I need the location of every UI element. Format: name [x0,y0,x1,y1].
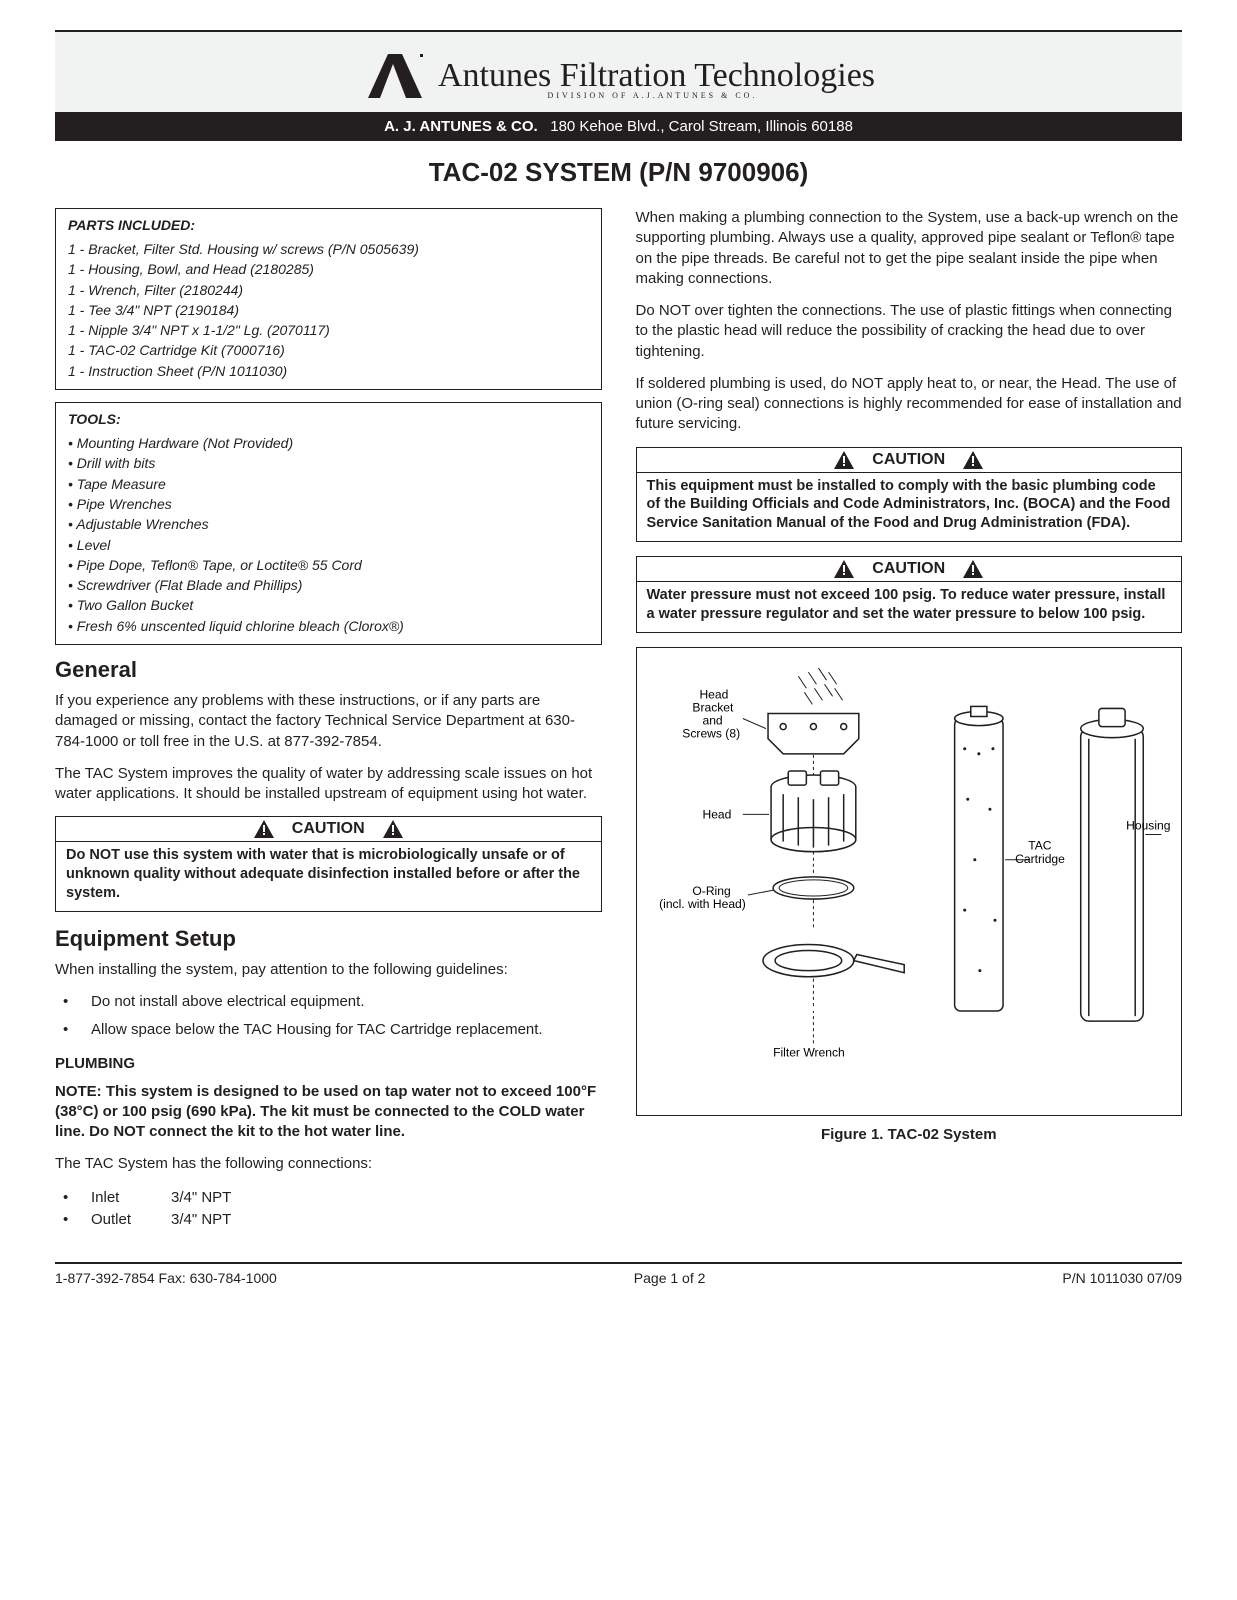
caution-label: CAUTION [292,820,365,838]
tools-box: TOOLS: Mounting Hardware (Not Provided) … [55,402,602,645]
two-column-layout: PARTS INCLUDED: 1 - Bracket, Filter Std.… [55,208,1182,1232]
warning-icon [834,560,854,578]
tools-item: Two Gallon Bucket [68,595,589,615]
caution-text: Do NOT use this system with water that i… [56,842,601,911]
parts-item: 1 - Instruction Sheet (P/N 1011030) [68,361,589,381]
tools-item: Pipe Dope, Teflon® Tape, or Loctite® 55 … [68,555,589,575]
conn-intro: The TAC System has the following connect… [55,1154,602,1174]
label-housing: Housing [1126,818,1170,832]
caution-box-1: CAUTION Do NOT use this system with wate… [55,816,602,912]
tools-item: Pipe Wrenches [68,494,589,514]
setup-bullet: Do not install above electrical equipmen… [77,992,602,1012]
tools-item: Screwdriver (Flat Blade and Phillips) [68,575,589,595]
tools-item: Level [68,535,589,555]
warning-icon [254,820,274,838]
parts-heading: PARTS INCLUDED: [68,217,589,233]
parts-item: 1 - TAC-02 Cartridge Kit (7000716) [68,340,589,360]
tools-list: Mounting Hardware (Not Provided) Drill w… [68,433,589,636]
caution-text: This equipment must be installed to comp… [637,473,1182,542]
address-bar: A. J. ANTUNES & CO. 180 Kehoe Blvd., Car… [55,112,1182,141]
plumbing-heading: PLUMBING [55,1055,602,1072]
general-p1: If you experience any problems with thes… [55,691,602,752]
parts-item: 1 - Wrench, Filter (2180244) [68,280,589,300]
figure-caption: Figure 1. TAC-02 System [636,1126,1183,1143]
label-bracket: HeadBracketandScrews (8) [682,687,740,740]
right-column: When making a plumbing connection to the… [636,208,1183,1232]
right-p2: Do NOT over tighten the connections. The… [636,301,1183,362]
tools-item: Fresh 6% unscented liquid chlorine bleac… [68,616,589,636]
tools-item: Mounting Hardware (Not Provided) [68,433,589,453]
general-p2: The TAC System improves the quality of w… [55,764,602,805]
warning-icon [963,451,983,469]
setup-bullet: Allow space below the TAC Housing for TA… [77,1020,602,1040]
brand-name: Antunes Filtration Technologies [438,57,875,95]
page: Antunes Filtration Technologies DIVISION… [0,0,1237,1306]
conn-item: Outlet3/4" NPT [77,1209,602,1232]
label-cartridge: TACCartridge [1015,838,1065,865]
company-address: 180 Kehoe Blvd., Carol Stream, Illinois … [550,118,853,135]
parts-item: 1 - Bracket, Filter Std. Housing w/ scre… [68,239,589,259]
caution-text: Water pressure must not exceed 100 psig.… [637,582,1182,632]
parts-list: 1 - Bracket, Filter Std. Housing w/ scre… [68,239,589,381]
conn-label: Outlet [91,1209,171,1232]
warning-icon [834,451,854,469]
left-column: PARTS INCLUDED: 1 - Bracket, Filter Std.… [55,208,602,1232]
connection-list: Inlet3/4" NPT Outlet3/4" NPT [55,1187,602,1232]
caution-box-2: CAUTION This equipment must be installed… [636,447,1183,543]
figure-1-box: HeadBracketandScrews (8) [636,647,1183,1116]
label-oring: O-Ring(incl. with Head) [659,884,746,911]
footer-right: P/N 1011030 07/09 [1062,1270,1182,1286]
footer-center: Page 1 of 2 [634,1270,706,1286]
figure-1-diagram: HeadBracketandScrews (8) [647,658,1172,1102]
right-p1: When making a plumbing connection to the… [636,208,1183,289]
conn-value: 3/4" NPT [171,1189,231,1206]
tools-item: Adjustable Wrenches [68,514,589,534]
caution-header: CAUTION [637,557,1182,582]
tools-item: Drill with bits [68,453,589,473]
warning-icon [963,560,983,578]
right-p3: If soldered plumbing is used, do NOT app… [636,374,1183,435]
setup-bullets: Do not install above electrical equipmen… [55,992,602,1041]
general-heading: General [55,657,602,683]
parts-box: PARTS INCLUDED: 1 - Bracket, Filter Std.… [55,208,602,390]
label-head: Head [702,807,731,821]
warning-icon [383,820,403,838]
setup-heading: Equipment Setup [55,926,602,952]
setup-intro: When installing the system, pay attentio… [55,960,602,980]
caution-label: CAUTION [872,451,945,469]
conn-value: 3/4" NPT [171,1211,231,1228]
label-wrench: Filter Wrench [773,1045,845,1059]
tools-item: Tape Measure [68,474,589,494]
parts-item: 1 - Tee 3/4" NPT (2190184) [68,300,589,320]
footer: 1-877-392-7854 Fax: 630-784-1000 Page 1 … [55,1262,1182,1286]
page-title: TAC-02 SYSTEM (P/N 9700906) [55,157,1182,188]
logo-block: Antunes Filtration Technologies DIVISION… [362,50,875,106]
footer-left: 1-877-392-7854 Fax: 630-784-1000 [55,1270,277,1286]
logo-icon [362,50,430,100]
caution-box-3: CAUTION Water pressure must not exceed 1… [636,556,1183,633]
plumbing-note: NOTE: This system is designed to be used… [55,1082,602,1143]
conn-item: Inlet3/4" NPT [77,1187,602,1210]
caution-label: CAUTION [872,560,945,578]
caution-header: CAUTION [637,448,1182,473]
header-gray-area: Antunes Filtration Technologies DIVISION… [55,30,1182,112]
conn-label: Inlet [91,1187,171,1210]
caution-header: CAUTION [56,817,601,842]
tools-heading: TOOLS: [68,411,589,427]
parts-item: 1 - Housing, Bowl, and Head (2180285) [68,259,589,279]
parts-item: 1 - Nipple 3/4" NPT x 1-1/2" Lg. (207011… [68,320,589,340]
company-name: A. J. ANTUNES & CO. [384,118,538,135]
